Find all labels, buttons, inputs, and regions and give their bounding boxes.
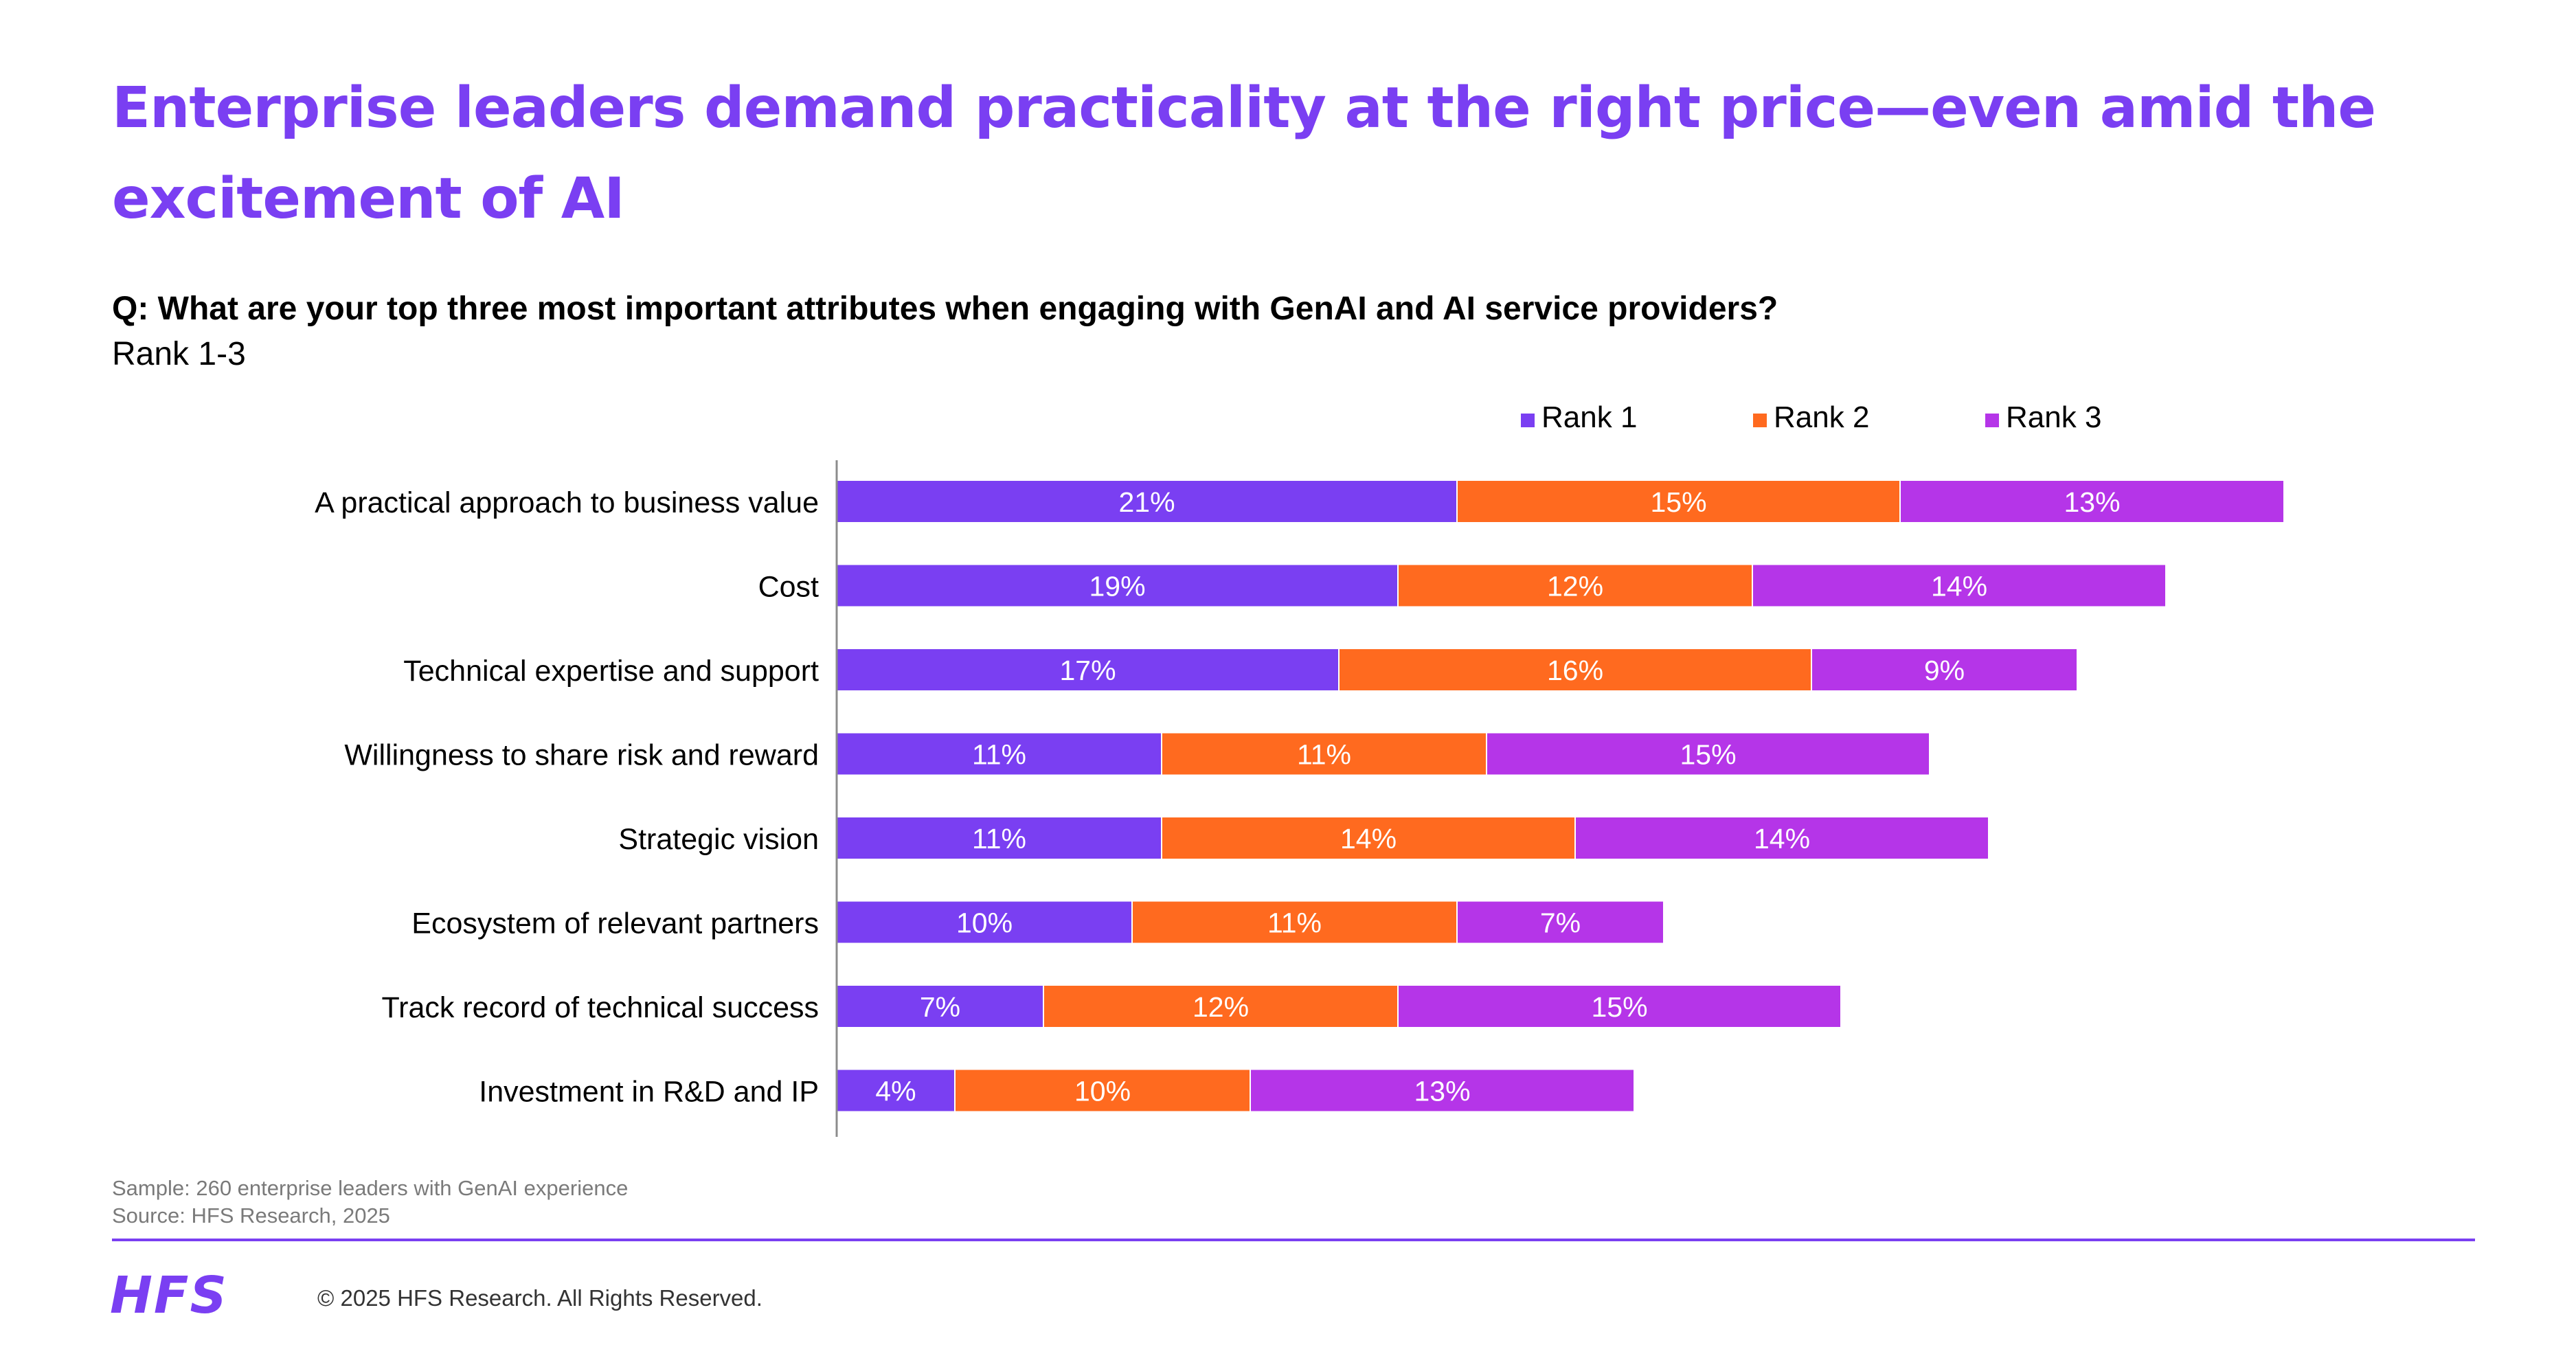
bar-technical-expertise-and-support-rank-2 bbox=[1338, 648, 1812, 692]
source-note: Source: HFS Research, 2025 bbox=[112, 1203, 390, 1228]
data-label-willingness-to-share-risk-and-reward-rank-2: 11% bbox=[1297, 739, 1351, 771]
bar-track-record-of-technical-success-rank-1 bbox=[836, 984, 1044, 1028]
bar-investment-in-r-d-and-ip-rank-3 bbox=[1250, 1068, 1635, 1113]
data-label-cost-rank-1: 19% bbox=[1089, 571, 1145, 602]
category-label-investment-in-r-d-and-ip: Investment in R&D and IP bbox=[479, 1076, 819, 1109]
bar-strategic-vision-rank-3 bbox=[1574, 816, 1989, 860]
data-label-technical-expertise-and-support-rank-2: 16% bbox=[1547, 655, 1603, 686]
data-label-ecosystem-of-relevant-partners-rank-2: 11% bbox=[1267, 907, 1322, 939]
data-label-willingness-to-share-risk-and-reward-rank-3: 15% bbox=[1680, 739, 1736, 771]
category-label-strategic-vision: Strategic vision bbox=[618, 823, 819, 856]
data-label-a-practical-approach-to-business-value-rank-1: 21% bbox=[1118, 486, 1175, 518]
chart-bars: 21% 15% 13% 19% 12% 14% 17% 16% 9% 11% 11% 15% 11% 14… bbox=[836, 479, 2285, 1113]
data-label-technical-expertise-and-support-rank-3: 9% bbox=[1924, 655, 1965, 686]
stacked-bar-chart: Rank 1 Rank 2 Rank 3 21% 15% 13% 19% 12% 14% 17%… bbox=[315, 400, 2285, 1137]
bar-ecosystem-of-relevant-partners-rank-3 bbox=[1456, 900, 1664, 945]
bar-investment-in-r-d-and-ip-rank-2 bbox=[954, 1068, 1251, 1113]
category-label-willingness-to-share-risk-and-reward: Willingness to share risk and reward bbox=[344, 739, 819, 772]
data-label-strategic-vision-rank-2: 14% bbox=[1340, 823, 1397, 855]
footer-divider bbox=[112, 1239, 2475, 1241]
bar-track-record-of-technical-success-rank-2 bbox=[1043, 984, 1399, 1028]
bar-willingness-to-share-risk-and-reward-rank-1 bbox=[836, 732, 1162, 776]
data-label-a-practical-approach-to-business-value-rank-2: 15% bbox=[1650, 486, 1706, 518]
data-label-track-record-of-technical-success-rank-1: 7% bbox=[920, 991, 960, 1023]
bar-a-practical-approach-to-business-value-rank-1 bbox=[836, 479, 1458, 523]
bar-cost-rank-2 bbox=[1397, 563, 1753, 608]
data-label-cost-rank-3: 14% bbox=[1931, 571, 1987, 602]
category-label-technical-expertise-and-support: Technical expertise and support bbox=[403, 655, 819, 688]
copyright-text: © 2025 HFS Research. All Rights Reserved… bbox=[317, 1285, 762, 1311]
data-label-technical-expertise-and-support-rank-1: 17% bbox=[1059, 655, 1116, 686]
legend-label-rank-1: Rank 1 bbox=[1541, 400, 1637, 434]
data-label-ecosystem-of-relevant-partners-rank-1: 10% bbox=[956, 907, 1013, 939]
legend-swatch-rank-2 bbox=[1753, 414, 1767, 427]
data-label-investment-in-r-d-and-ip-rank-3: 13% bbox=[1414, 1076, 1470, 1107]
category-labels: A practical approach to business value Co… bbox=[315, 486, 819, 1109]
page-title: Enterprise leaders demand practicality a… bbox=[112, 76, 2376, 231]
hfs-logo: HFS bbox=[110, 1266, 228, 1325]
data-label-willingness-to-share-risk-and-reward-rank-1: 11% bbox=[972, 739, 1026, 771]
data-label-strategic-vision-rank-3: 14% bbox=[1754, 823, 1810, 855]
chart-subtitle: Rank 1-3 bbox=[112, 336, 246, 372]
sample-note: Sample: 260 enterprise leaders with GenA… bbox=[112, 1176, 629, 1200]
chart-legend: Rank 1 Rank 2 Rank 3 bbox=[1521, 400, 2101, 434]
data-label-investment-in-r-d-and-ip-rank-1: 4% bbox=[875, 1076, 916, 1107]
bar-technical-expertise-and-support-rank-3 bbox=[1811, 648, 2078, 692]
bar-track-record-of-technical-success-rank-3 bbox=[1397, 984, 1842, 1028]
bar-cost-rank-3 bbox=[1752, 563, 2167, 608]
data-label-investment-in-r-d-and-ip-rank-2: 10% bbox=[1074, 1076, 1131, 1107]
bar-willingness-to-share-risk-and-reward-rank-3 bbox=[1486, 732, 1930, 776]
bar-strategic-vision-rank-2 bbox=[1161, 816, 1576, 860]
legend-swatch-rank-3 bbox=[1985, 414, 1999, 427]
legend-label-rank-2: Rank 2 bbox=[1774, 400, 1869, 434]
legend-label-rank-3: Rank 3 bbox=[2006, 400, 2101, 434]
bar-technical-expertise-and-support-rank-1 bbox=[836, 648, 1340, 692]
bar-a-practical-approach-to-business-value-rank-3 bbox=[1899, 479, 2285, 523]
survey-question: Q: What are your top three most importan… bbox=[112, 291, 1778, 327]
data-label-track-record-of-technical-success-rank-2: 12% bbox=[1193, 991, 1249, 1023]
category-label-track-record-of-technical-success: Track record of technical success bbox=[382, 991, 819, 1024]
data-label-cost-rank-2: 12% bbox=[1547, 571, 1603, 602]
category-label-a-practical-approach-to-business-value: A practical approach to business value bbox=[315, 486, 819, 519]
legend-swatch-rank-1 bbox=[1521, 414, 1535, 427]
category-label-cost: Cost bbox=[758, 571, 819, 604]
bar-a-practical-approach-to-business-value-rank-2 bbox=[1456, 479, 1901, 523]
data-label-track-record-of-technical-success-rank-3: 15% bbox=[1591, 991, 1647, 1023]
data-label-a-practical-approach-to-business-value-rank-3: 13% bbox=[2064, 486, 2120, 518]
bar-strategic-vision-rank-1 bbox=[836, 816, 1162, 860]
bar-investment-in-r-d-and-ip-rank-1 bbox=[836, 1068, 956, 1113]
data-label-strategic-vision-rank-1: 11% bbox=[972, 823, 1026, 855]
category-label-ecosystem-of-relevant-partners: Ecosystem of relevant partners bbox=[411, 907, 819, 940]
data-label-ecosystem-of-relevant-partners-rank-3: 7% bbox=[1540, 907, 1581, 939]
bar-ecosystem-of-relevant-partners-rank-2 bbox=[1131, 900, 1458, 945]
